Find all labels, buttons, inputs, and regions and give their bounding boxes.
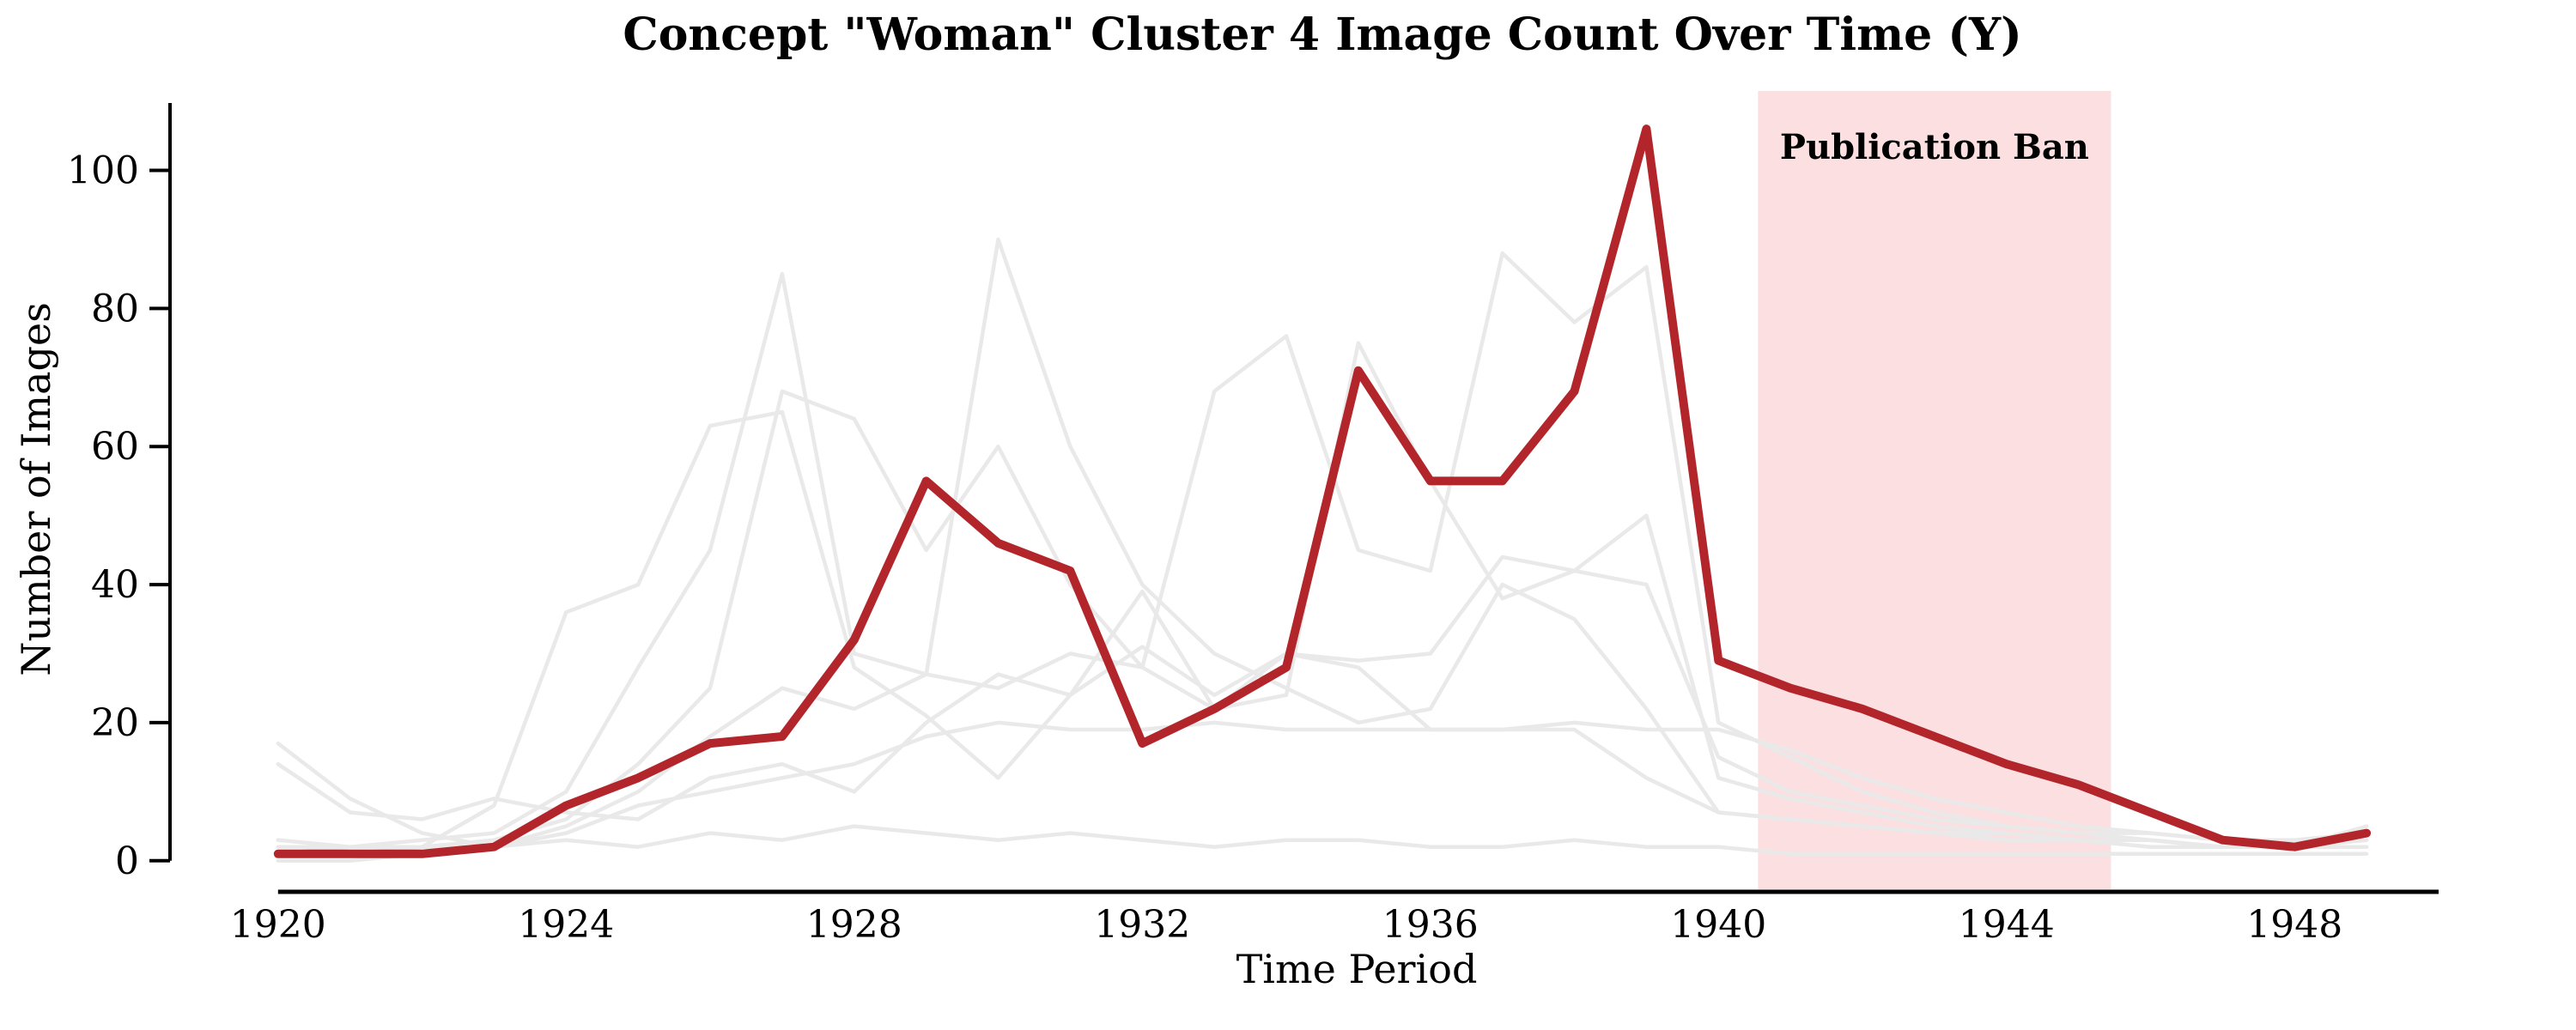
x-axis-title: Time Period: [1236, 946, 1478, 992]
y-tick-label-20: 20: [91, 701, 139, 745]
y-tick-label-60: 60: [91, 425, 139, 469]
y-tick-label-40: 40: [91, 563, 139, 607]
x-tick-label-1936: 1936: [1382, 903, 1479, 947]
x-tick-label-1944: 1944: [1959, 903, 2055, 947]
background-line-other-cluster-2: [276, 409, 2369, 857]
x-tick-label-1940: 1940: [1670, 903, 1766, 947]
background-line-other-cluster-4: [276, 741, 2369, 857]
ban-region-group: [1758, 91, 2111, 889]
x-tick-label-1948: 1948: [2246, 903, 2342, 947]
chart-title: Concept "Woman" Cluster 4 Image Count Ov…: [623, 9, 2021, 61]
x-tick-label-1920: 1920: [230, 903, 326, 947]
x-tick-label-1928: 1928: [806, 903, 902, 947]
x-tick-label-1924: 1924: [518, 903, 614, 947]
main-line-group: [273, 124, 2372, 858]
y-tick-label-0: 0: [115, 839, 139, 883]
y-tick-label-80: 80: [91, 287, 139, 330]
axes-group: 0 20 40 60 80 100 1920 1924 1928 1932 1936 1940 1944…: [67, 103, 2439, 947]
background-line-other-cluster-7: [276, 720, 2369, 849]
publication-ban-label: Publication Ban: [1780, 127, 2089, 167]
y-axis-title: Number of Images: [13, 302, 59, 676]
background-line-other-cluster-5: [276, 554, 2369, 842]
x-tick-label-1932: 1932: [1094, 903, 1190, 947]
publication-ban-region: [1758, 91, 2111, 889]
main-line-cluster-4: [273, 124, 2372, 858]
y-tick-label-100: 100: [67, 149, 139, 193]
